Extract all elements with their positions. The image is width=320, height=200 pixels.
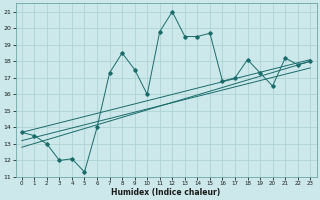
X-axis label: Humidex (Indice chaleur): Humidex (Indice chaleur) [111,188,221,197]
